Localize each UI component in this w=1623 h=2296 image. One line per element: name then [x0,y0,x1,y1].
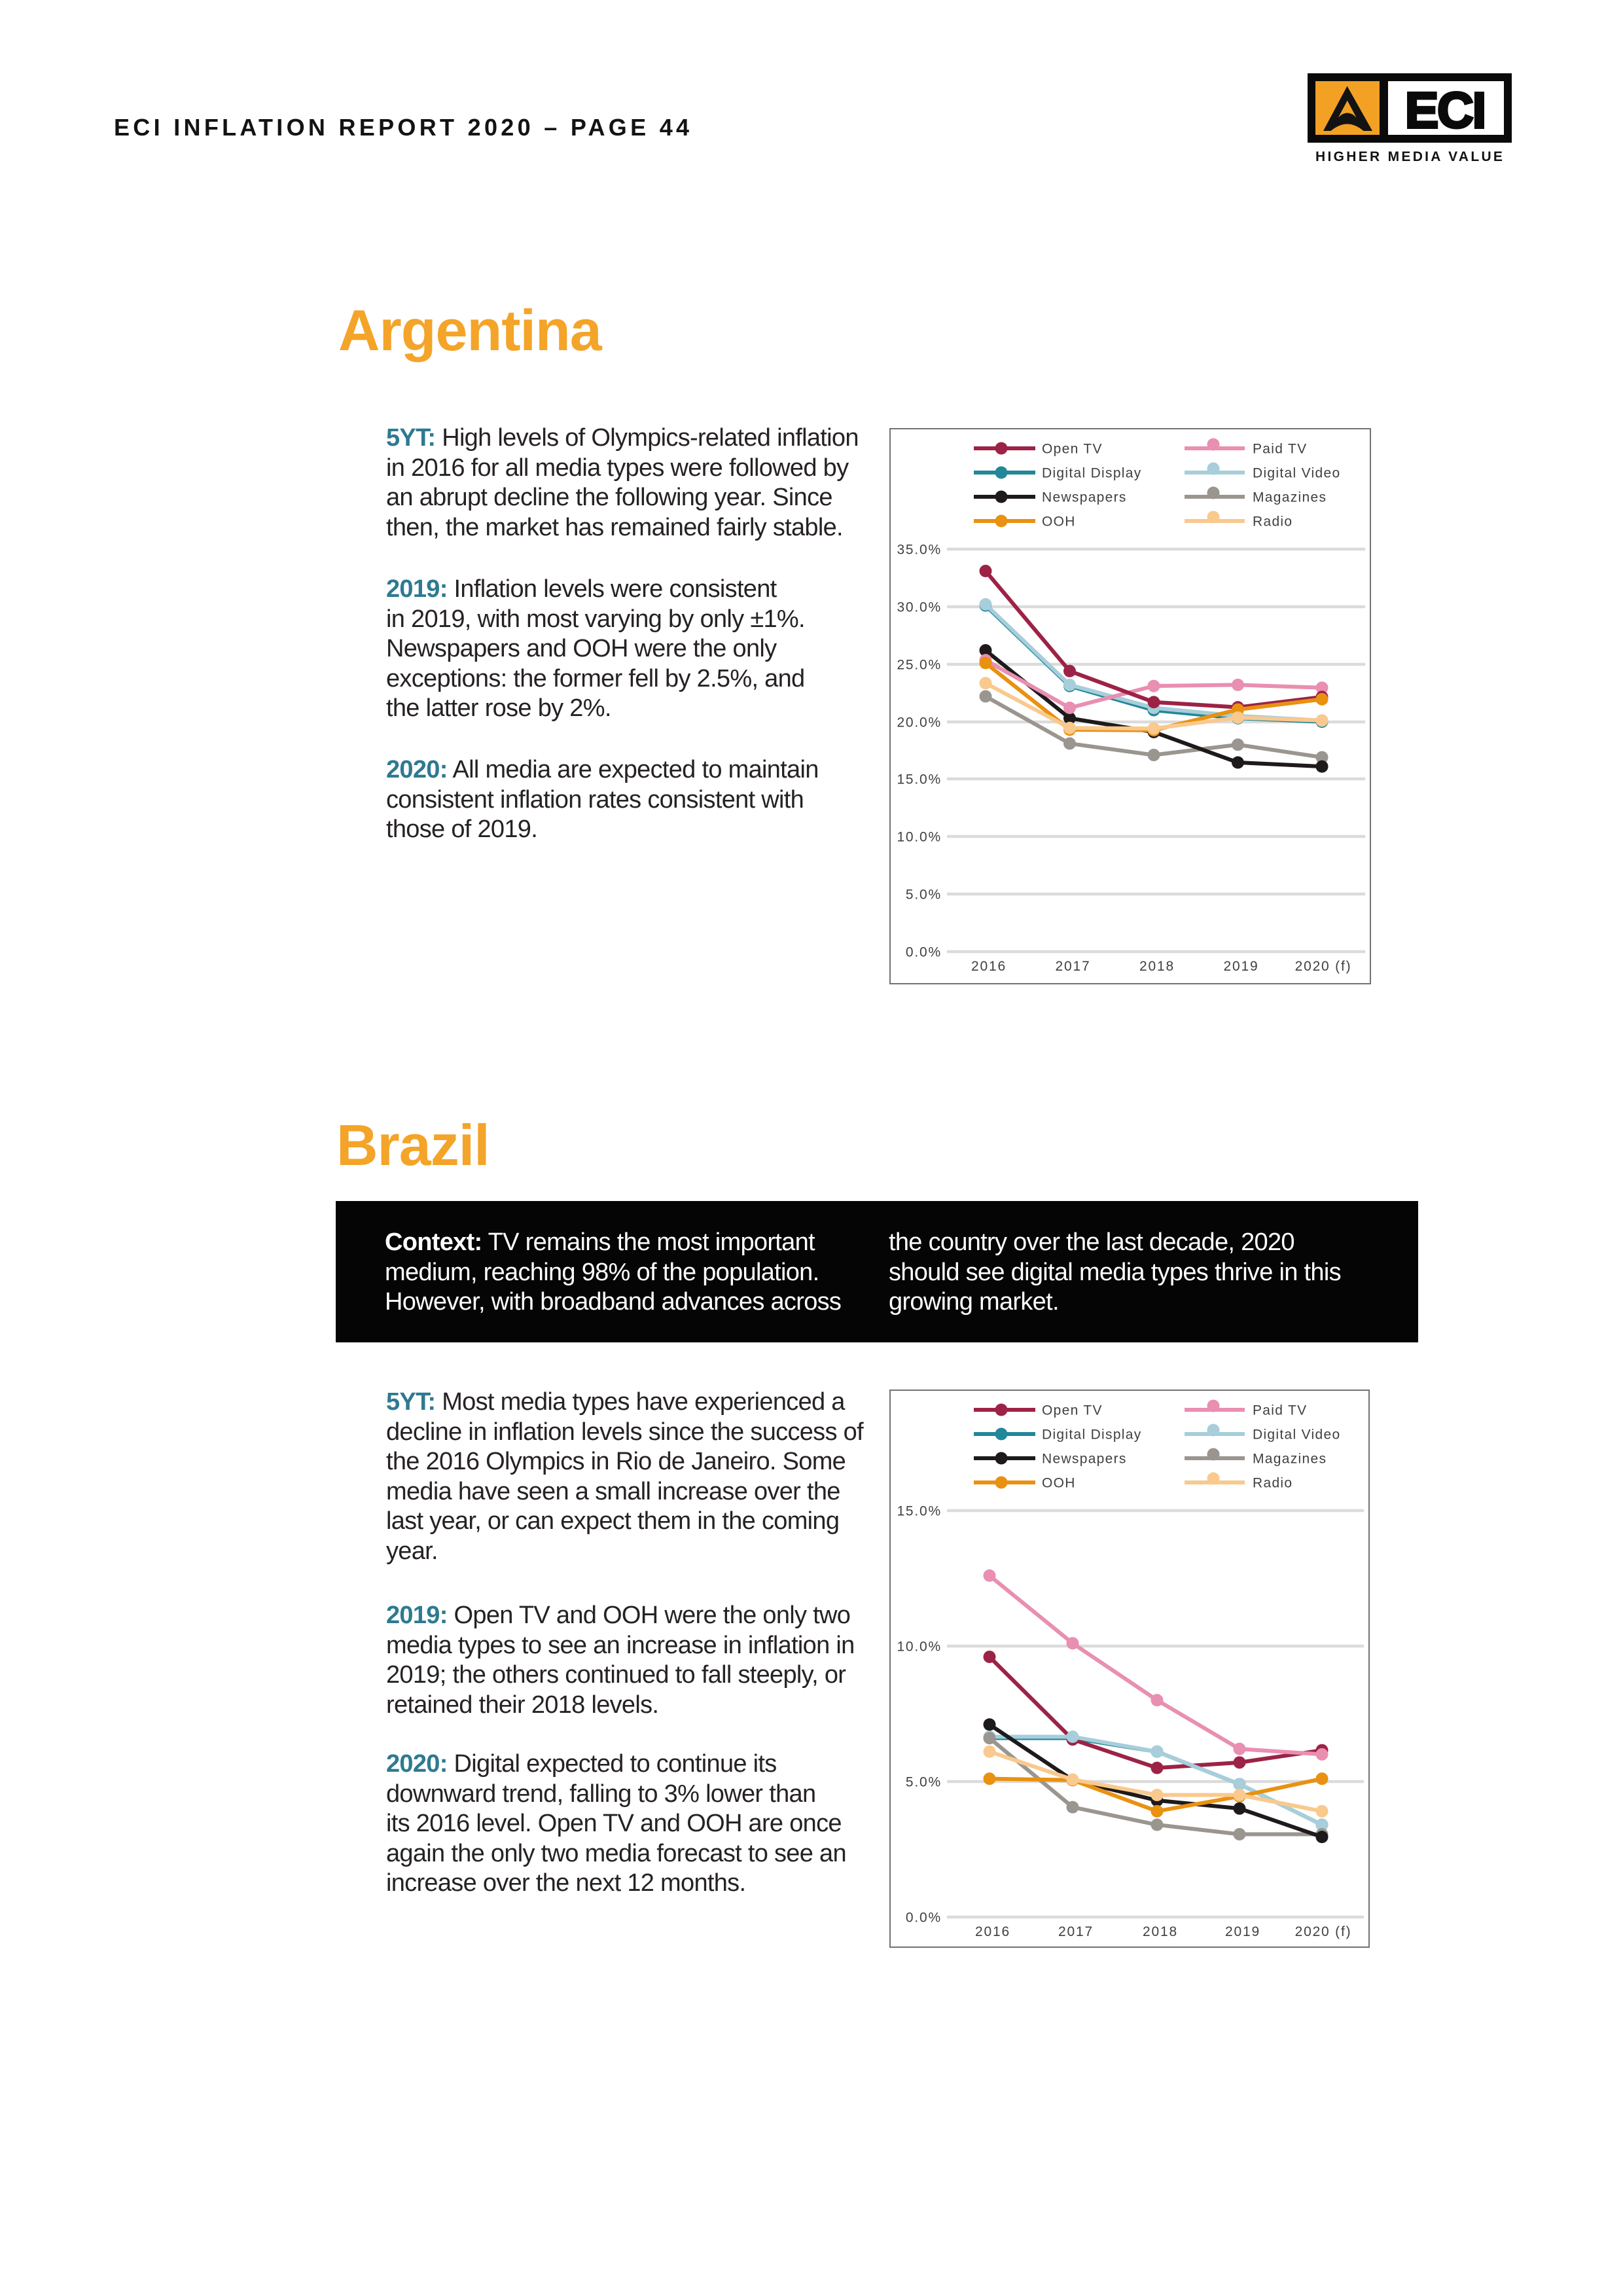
svg-text:Digital Video: Digital Video [1253,1427,1340,1443]
svg-text:2016: 2016 [975,1924,1010,1939]
svg-text:Paid TV: Paid TV [1253,442,1307,457]
svg-text:10.0%: 10.0% [897,1640,942,1655]
svg-text:10.0%: 10.0% [897,830,942,845]
svg-text:2016: 2016 [971,959,1007,974]
svg-text:20.0%: 20.0% [897,715,942,730]
svg-text:5.0%: 5.0% [906,888,942,903]
svg-text:Newspapers: Newspapers [1042,490,1127,505]
svg-text:30.0%: 30.0% [897,600,942,615]
svg-text:Digital Display: Digital Display [1042,466,1142,481]
svg-text:2020 (f): 2020 (f) [1295,1924,1352,1939]
svg-text:Paid TV: Paid TV [1253,1403,1307,1418]
svg-text:Digital Video: Digital Video [1253,466,1340,481]
svg-text:Open TV: Open TV [1042,1403,1103,1418]
svg-text:Digital Display: Digital Display [1042,1427,1142,1443]
svg-text:35.0%: 35.0% [897,543,942,558]
svg-text:0.0%: 0.0% [906,945,942,960]
svg-text:Open TV: Open TV [1042,442,1103,457]
svg-text:OOH: OOH [1042,514,1076,529]
svg-text:2018: 2018 [1139,959,1175,974]
svg-text:Newspapers: Newspapers [1042,1452,1127,1467]
svg-text:2018: 2018 [1143,1924,1178,1939]
svg-text:OOH: OOH [1042,1476,1076,1491]
svg-text:ECI: ECI [1405,82,1485,139]
svg-text:Magazines: Magazines [1253,1452,1327,1467]
svg-text:5.0%: 5.0% [906,1775,942,1790]
svg-text:15.0%: 15.0% [897,1504,942,1519]
svg-text:15.0%: 15.0% [897,772,942,787]
svg-text:Radio: Radio [1253,1476,1293,1491]
svg-text:Magazines: Magazines [1253,490,1327,505]
svg-text:0.0%: 0.0% [906,1910,942,1926]
svg-text:2020 (f): 2020 (f) [1295,959,1352,974]
svg-text:Radio: Radio [1253,514,1293,529]
svg-text:2019: 2019 [1225,1924,1260,1939]
svg-text:2019: 2019 [1224,959,1259,974]
svg-text:2017: 2017 [1058,1924,1094,1939]
svg-text:25.0%: 25.0% [897,658,942,673]
svg-text:2017: 2017 [1056,959,1091,974]
